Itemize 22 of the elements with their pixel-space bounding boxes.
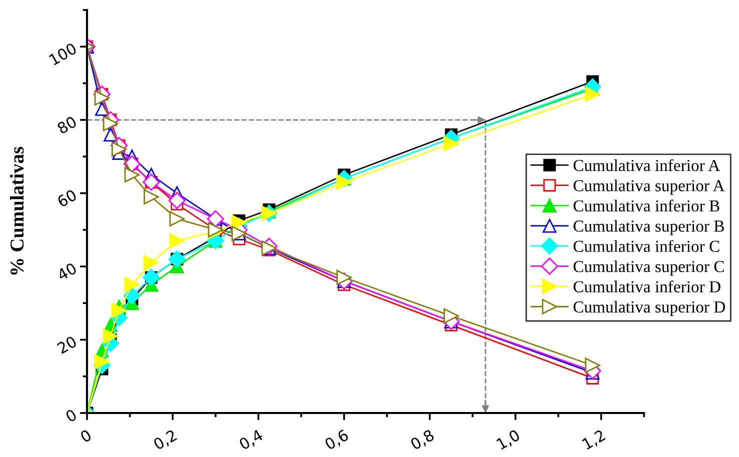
- y-tick-label: 100: [48, 42, 78, 66]
- y-axis-title: % Cumulativas: [10, 146, 24, 275]
- x-tick-label: 1,0: [496, 429, 522, 452]
- x-tick-label: 0,4: [238, 428, 264, 452]
- y-tick-label: 20: [56, 335, 78, 354]
- y-tick-label: 0: [64, 408, 78, 423]
- legend-label: Cumulativa inferior B: [574, 200, 720, 212]
- x-tick-label: 0,8: [410, 429, 436, 452]
- y-tick-label: 40: [56, 262, 78, 282]
- y-tick-label: 60: [56, 188, 78, 208]
- x-tick-label: 0,6: [324, 428, 350, 452]
- x-tick-label: 1,2: [582, 429, 607, 452]
- x-tick-label: 0,2: [152, 429, 178, 452]
- legend-label: Cumulativa inferior C: [574, 240, 720, 252]
- legend-label: Cumulativa inferior A: [574, 159, 720, 172]
- legend-label: Cumulativa superior D: [574, 300, 725, 316]
- y-tick-label: 80: [56, 116, 78, 134]
- legend-label: Cumulativa inferior D: [574, 280, 720, 292]
- legend-label: Cumulativa superior B: [574, 220, 724, 236]
- legend-label: Cumulativa superior A: [574, 180, 725, 195]
- x-tick-label: 0: [80, 429, 92, 443]
- legend-label: Cumulativa superior C: [574, 260, 724, 276]
